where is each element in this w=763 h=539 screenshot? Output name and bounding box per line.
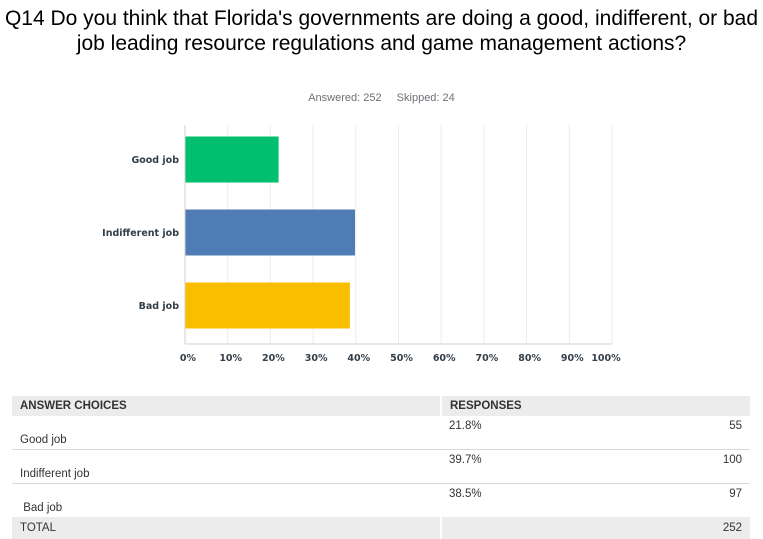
- question-title: Q14 Do you think that Florida's governme…: [4, 7, 759, 55]
- percent-cell: 39.7%: [441, 449, 621, 484]
- choice-cell: Indifferent job: [12, 449, 441, 484]
- x-tick-label: 50%: [390, 353, 413, 364]
- table-header: ANSWER CHOICES RESPONSES: [12, 396, 750, 416]
- x-tick-label: 100%: [591, 353, 621, 364]
- total-label: TOTAL: [12, 517, 441, 539]
- total-count: 252: [620, 517, 750, 539]
- answered-count: Answered: 252: [308, 92, 382, 104]
- x-tick-label: 40%: [347, 353, 370, 364]
- x-tick-label: 30%: [305, 353, 328, 364]
- header-responses: RESPONSES: [440, 396, 750, 416]
- x-tick-label: 20%: [262, 353, 285, 364]
- response-stats: Answered: 252 Skipped: 24: [0, 92, 763, 104]
- x-tick-label: 0%: [180, 353, 197, 364]
- percent-cell: 38.5%: [449, 488, 482, 500]
- x-tick-label: 10%: [219, 353, 242, 364]
- choice-cell: Bad job: [20, 502, 63, 514]
- skipped-count: Skipped: 24: [396, 92, 455, 104]
- table-row: Good job 21.8% 55: [12, 416, 750, 450]
- bar-good-job: [185, 136, 279, 183]
- count-cell: 97: [729, 488, 742, 500]
- results-table: ANSWER CHOICES RESPONSES Good job 21.8% …: [12, 396, 750, 539]
- bar-indifferent-job: [185, 209, 356, 256]
- category-label: Indifferent job: [102, 228, 179, 239]
- x-tick-label: 80%: [518, 353, 541, 364]
- bar-bad-job: [185, 282, 350, 329]
- bar-chart: 0% 10% 20% 30% 40% 50% 60% 70% 80% 90% 100% Good jo…: [102, 125, 621, 364]
- count-cell: 55: [620, 416, 750, 450]
- x-tick-label: 90%: [561, 353, 584, 364]
- x-tick-label: 70%: [476, 353, 499, 364]
- percent-cell: 21.8%: [441, 416, 621, 450]
- header-answer-choices: ANSWER CHOICES: [12, 396, 441, 416]
- x-tick-label: 60%: [433, 353, 456, 364]
- count-cell: 100: [620, 449, 750, 484]
- table-row: Bad job 38.5% 97: [12, 484, 750, 518]
- choice-cell: Good job: [12, 416, 441, 450]
- category-label: Good job: [131, 155, 179, 166]
- total-row: TOTAL 252: [12, 517, 750, 539]
- category-label: Bad job: [139, 301, 180, 312]
- table-row: Indifferent job 39.7% 100: [12, 449, 750, 484]
